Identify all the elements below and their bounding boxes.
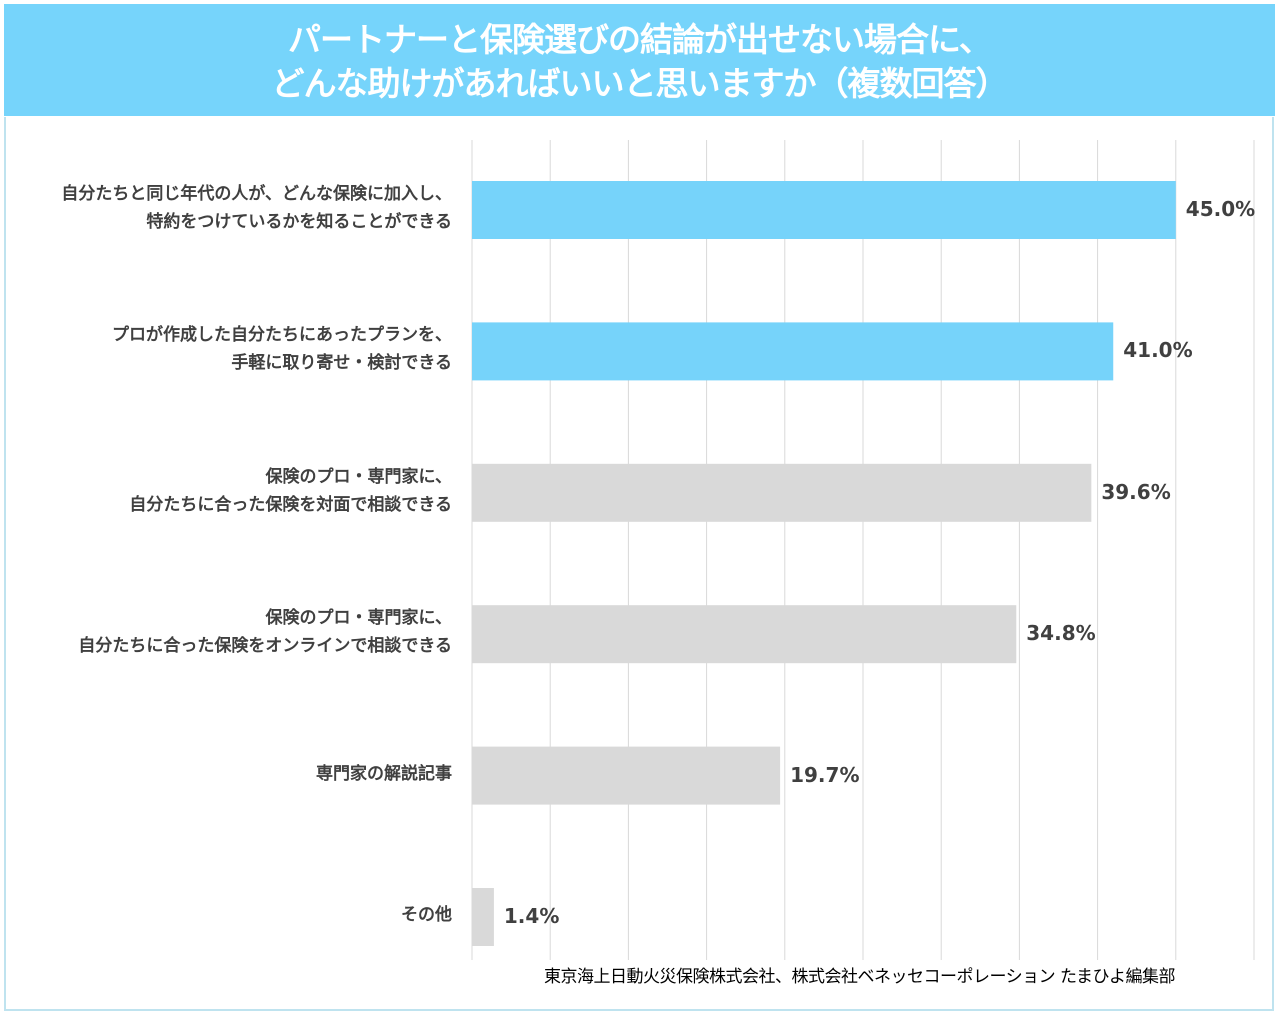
category-label-line: プロが作成した自分たちにあったプランを、 (112, 325, 452, 346)
category-label: 自分たちと同じ年代の人が、どんな保険に加入し、特約をつけているかを知ることができ… (61, 180, 452, 236)
category-label: 保険のプロ・専門家に、自分たちに合った保険をオンラインで相談できる (78, 604, 452, 660)
category-label-line: その他 (401, 905, 452, 925)
category-label-line: 保険のプロ・専門家に、 (265, 466, 453, 487)
value-label: 19.7% (790, 762, 860, 787)
source-credit: 東京海上日動火災保険株式会社、株式会社ベネッセコーポレーション たまひよ編集部 (544, 967, 1176, 987)
category-label-line: 専門家の解説記事 (316, 763, 452, 784)
value-label: 41.0% (1123, 338, 1193, 363)
category-label: その他 (401, 901, 452, 929)
bar (472, 888, 494, 946)
value-label: 39.6% (1101, 479, 1171, 504)
value-label: 45.0% (1185, 197, 1256, 221)
chart-panel (4, 117, 1274, 1011)
bar (472, 181, 1176, 239)
category-label-line: 保険のプロ・専門家に、 (265, 608, 453, 629)
bar (472, 746, 781, 805)
value-label: 1.4% (503, 904, 560, 928)
category-label-line: 自分たちに合った保険をオンラインで相談できる (78, 636, 452, 657)
category-label-line: 自分たちに合った保険を対面で相談できる (129, 494, 452, 515)
chart-title-banner: パートナーと保険選びの結論が出せない場合に、 どんな助けがあればいいと思いますか… (4, 4, 1275, 116)
bar (472, 605, 1017, 664)
category-label: 保険のプロ・専門家に、自分たちに合った保険を対面で相談できる (129, 463, 452, 519)
value-label: 34.8% (1026, 621, 1096, 646)
category-label: プロが作成した自分たちにあったプランを、手軽に取り寄せ・検討できる (112, 321, 452, 377)
bar (472, 463, 1092, 522)
category-label-line: 自分たちと同じ年代の人が、どんな保険に加入し、 (61, 184, 452, 204)
category-label-line: 手軽に取り寄せ・検討できる (231, 353, 452, 374)
category-label-line: 特約をつけているかを知ることができる (146, 212, 452, 232)
category-label: 専門家の解説記事 (316, 760, 452, 788)
chart-title-line-1: パートナーと保険選びの結論が出せない場合に、 (287, 20, 992, 59)
bar (472, 322, 1114, 381)
chart-title-line-2: どんな助けがあればいいと思いますか（複数回答） (271, 64, 1009, 103)
